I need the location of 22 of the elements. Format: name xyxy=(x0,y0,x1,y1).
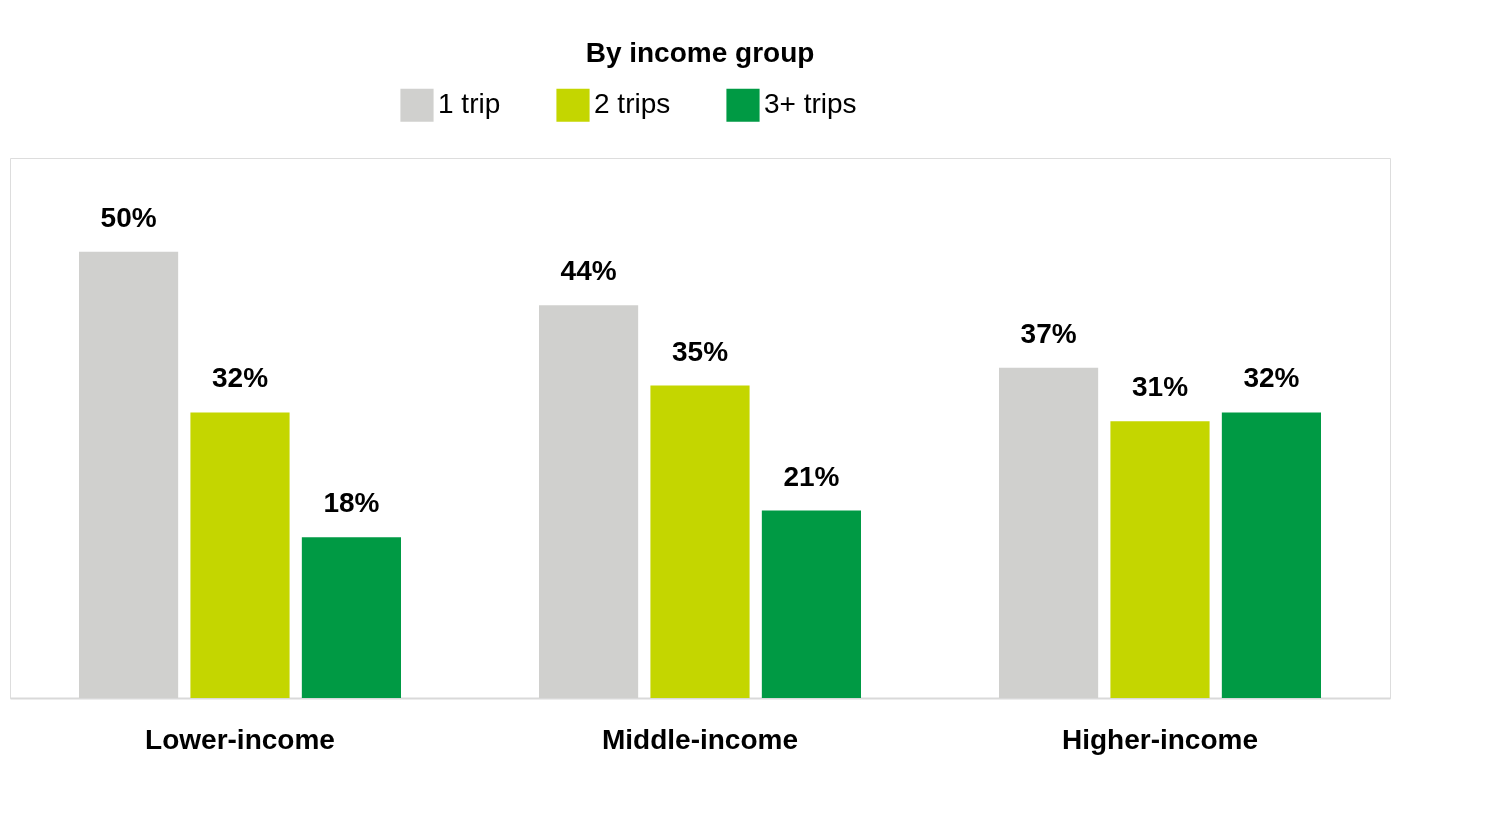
bar xyxy=(1221,412,1321,698)
data-label: 21% xyxy=(783,460,840,492)
legend-label: 1 trip xyxy=(438,88,501,120)
bar xyxy=(301,537,401,698)
x-tick-label: Higher-income xyxy=(1061,723,1259,755)
bar xyxy=(1110,421,1210,698)
bar xyxy=(761,510,861,698)
data-label: 50% xyxy=(100,201,157,233)
chart-title: By income group xyxy=(585,37,815,68)
data-label: 32% xyxy=(1243,362,1300,394)
bar xyxy=(190,412,290,698)
legend-label: 3+ trips xyxy=(764,88,857,120)
data-label: 18% xyxy=(323,487,380,519)
x-tick-label: Middle-income xyxy=(601,723,799,755)
x-tick-label: Lower-income xyxy=(145,723,335,755)
data-label: 32% xyxy=(211,362,269,394)
data-label: 31% xyxy=(1131,371,1189,403)
data-label: 44% xyxy=(560,255,617,287)
legend-label: 2 trips xyxy=(594,88,671,120)
bar xyxy=(650,385,750,698)
data-label: 37% xyxy=(1020,317,1077,349)
data-label: 35% xyxy=(671,335,729,367)
